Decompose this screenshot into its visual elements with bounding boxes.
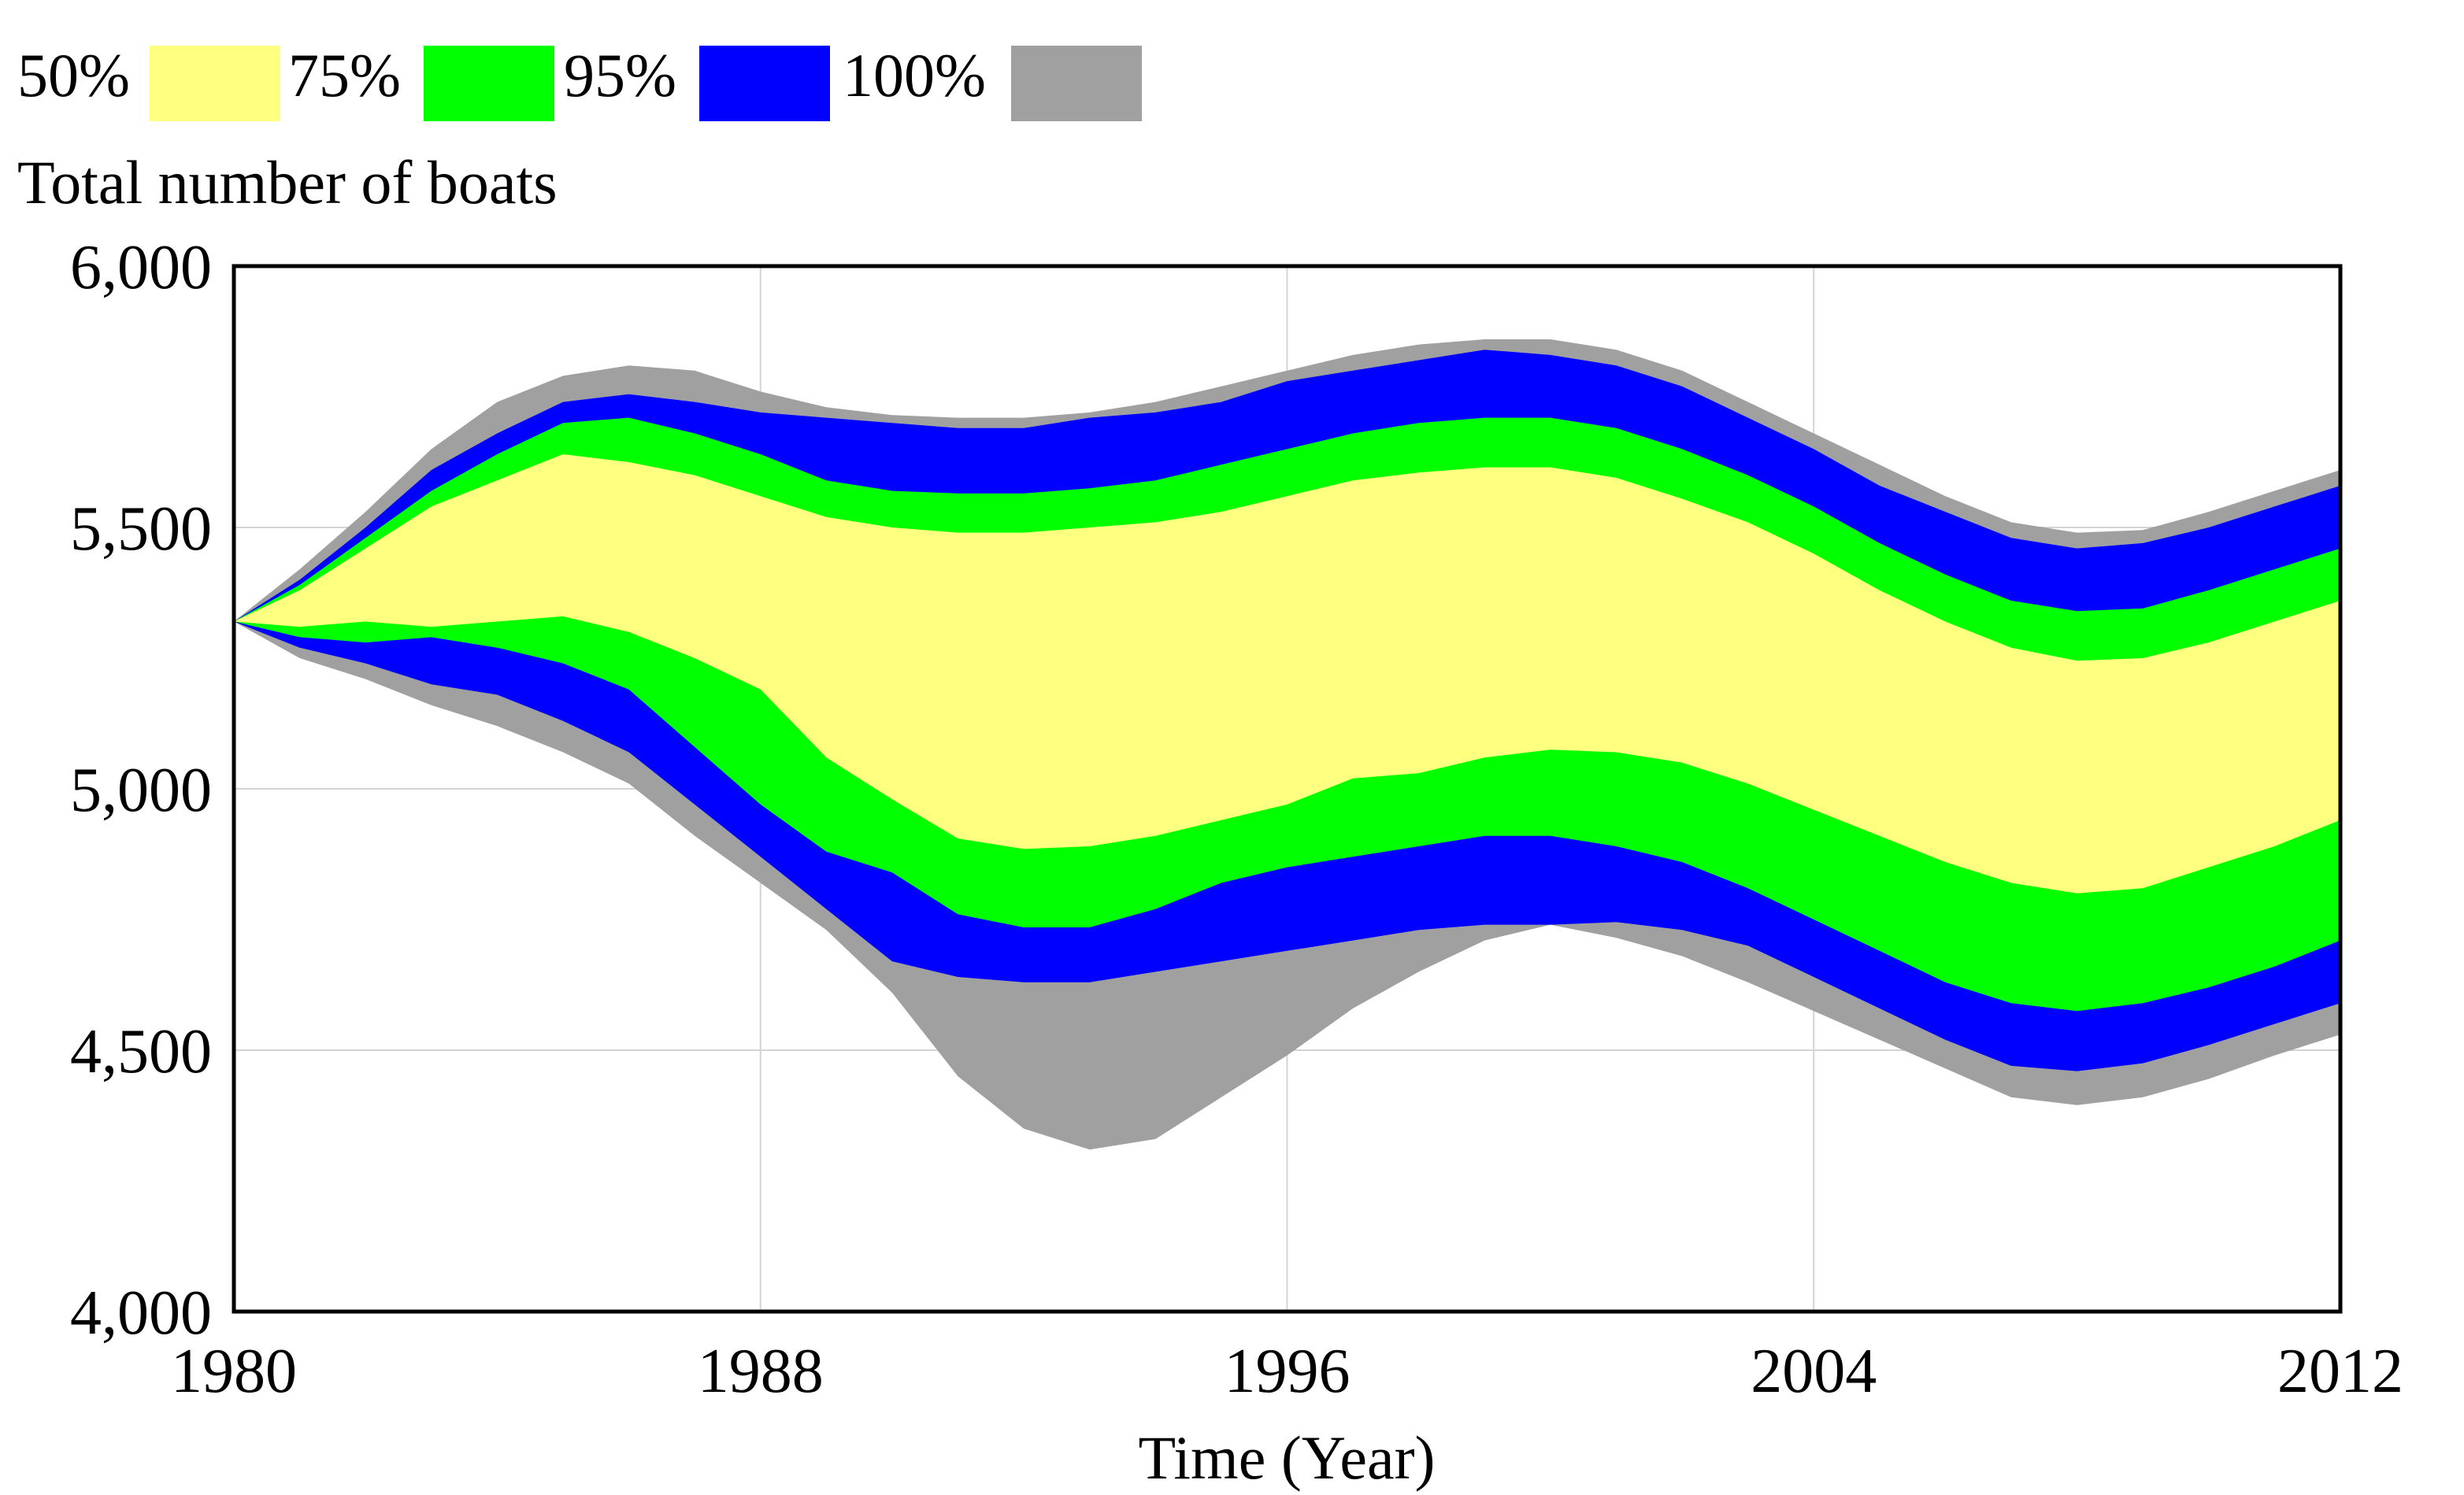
legend-swatch-50 <box>150 46 280 121</box>
x-tick-label: 1996 <box>1225 1337 1351 1406</box>
y-axis: 4,000 4,500 5,000 5,500 6,000 <box>70 233 212 1348</box>
y-tick-label: 6,000 <box>70 233 212 302</box>
x-tick-label: 1988 <box>698 1337 824 1406</box>
band-50-area <box>234 454 2340 894</box>
x-axis-label: Time (Year) <box>1138 1423 1435 1492</box>
legend-label-75: 75% <box>288 41 401 109</box>
x-tick-label: 1980 <box>171 1337 297 1406</box>
legend-swatch-100 <box>1011 46 1142 121</box>
confidence-bands <box>234 339 2340 1150</box>
y-tick-label: 4,500 <box>70 1017 212 1086</box>
legend-label-100: 100% <box>843 41 986 109</box>
y-tick-label: 5,500 <box>70 494 212 564</box>
legend-label-50: 50% <box>17 41 130 109</box>
legend-swatch-75 <box>424 46 554 121</box>
legend: 50% 75% 95% 100% <box>17 41 1142 121</box>
x-tick-label: 2012 <box>2277 1337 2403 1406</box>
x-axis: 1980 1988 1996 2004 2012 <box>171 1337 2403 1406</box>
legend-label-95: 95% <box>564 41 676 109</box>
plot-frame <box>232 264 2343 1314</box>
y-tick-label: 4,000 <box>70 1279 212 1348</box>
legend-swatch-95 <box>699 46 830 121</box>
chart-title: Total number of boats <box>17 148 558 216</box>
x-tick-label: 2004 <box>1751 1337 1877 1406</box>
y-tick-label: 5,000 <box>70 756 212 825</box>
